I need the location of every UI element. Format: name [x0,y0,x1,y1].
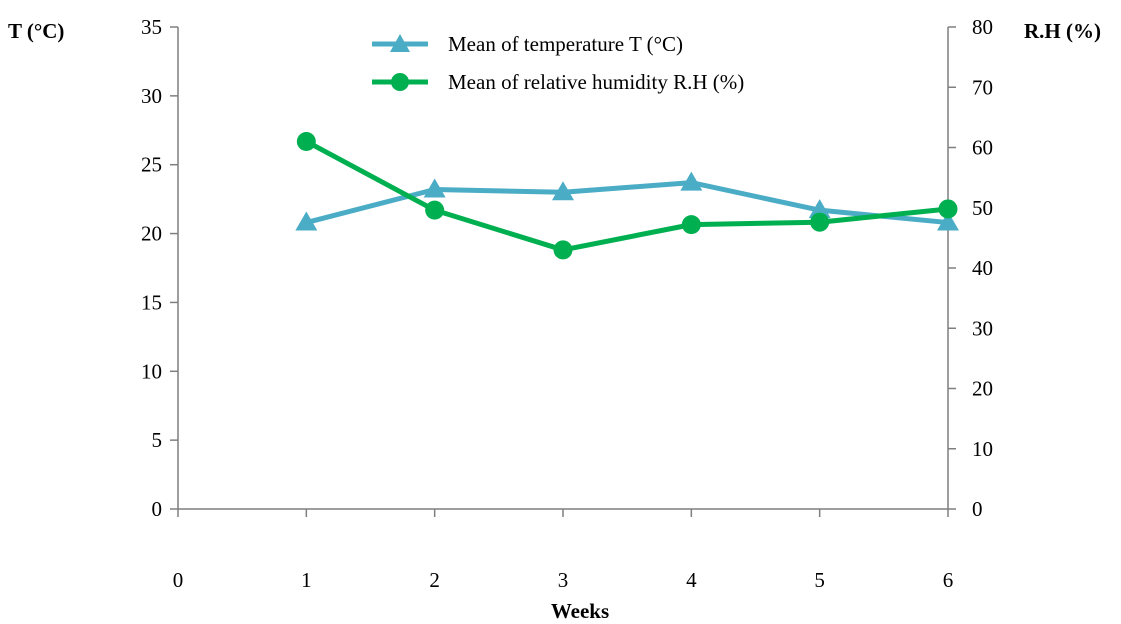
left-axis-title: T (°C) [8,19,64,43]
left-tick-label: 20 [141,222,162,246]
right-tick-label: 80 [972,15,993,39]
data-point-humidity [810,212,830,232]
axes [177,27,949,510]
left-tick-label: 0 [152,497,163,521]
legend-marker-temperature [390,34,410,52]
x-tick-label: 3 [558,568,569,592]
left-tick-label: 5 [152,428,163,452]
right-tick-label: 60 [972,136,993,160]
data-point-humidity [681,215,701,235]
data-point-temperature [680,171,703,191]
left-tick-label: 10 [141,359,162,383]
data-point-temperature [937,211,959,231]
data-point-temperature [808,199,831,219]
right-axis-ticks: 0 10 20 30 40 50 60 70 80 [948,15,993,521]
right-axis-title: R.H (%) [1024,19,1101,43]
x-tick-label: 4 [686,568,697,592]
right-tick-label: 70 [972,75,993,99]
data-point-humidity [425,200,445,220]
series-layer [295,131,959,260]
right-tick-label: 10 [972,437,993,461]
left-tick-label: 15 [141,290,162,314]
x-axis-ticks: 0 1 2 3 4 5 6 [173,509,954,592]
left-tick-label: 35 [141,15,162,39]
right-tick-label: 0 [972,497,983,521]
x-tick-label: 6 [943,568,954,592]
data-point-temperature [423,178,446,198]
legend-item-temperature: Mean of temperature T (°C) [372,32,683,56]
series-line-humidity [305,139,949,253]
legend-marker-humidity [391,73,409,91]
right-tick-label: 20 [972,377,993,401]
right-tick-label: 30 [972,316,993,340]
series-temperature [295,171,959,231]
legend-label-humidity: Mean of relative humidity R.H (%) [448,70,744,94]
series-humidity [296,131,958,260]
right-tick-label: 50 [972,196,993,220]
data-point-humidity [553,240,573,260]
x-axis-title: Weeks [551,599,609,623]
left-tick-label: 25 [141,153,162,177]
legend-label-temperature: Mean of temperature T (°C) [448,32,683,56]
x-tick-label: 2 [429,568,440,592]
right-tick-label: 40 [972,256,993,280]
x-tick-label: 0 [173,568,184,592]
legend: Mean of temperature T (°C) Mean of relat… [372,32,744,94]
data-point-temperature [552,181,574,201]
left-axis-ticks: 0 5 10 15 20 25 30 35 [141,15,178,521]
data-point-humidity [938,199,958,219]
left-tick-label: 30 [141,84,162,108]
x-tick-label: 5 [814,568,825,592]
legend-item-humidity: Mean of relative humidity R.H (%) [372,70,744,94]
data-point-humidity [296,131,316,151]
data-point-temperature [295,211,318,231]
x-tick-label: 1 [301,568,312,592]
series-line-temperature [305,180,949,226]
